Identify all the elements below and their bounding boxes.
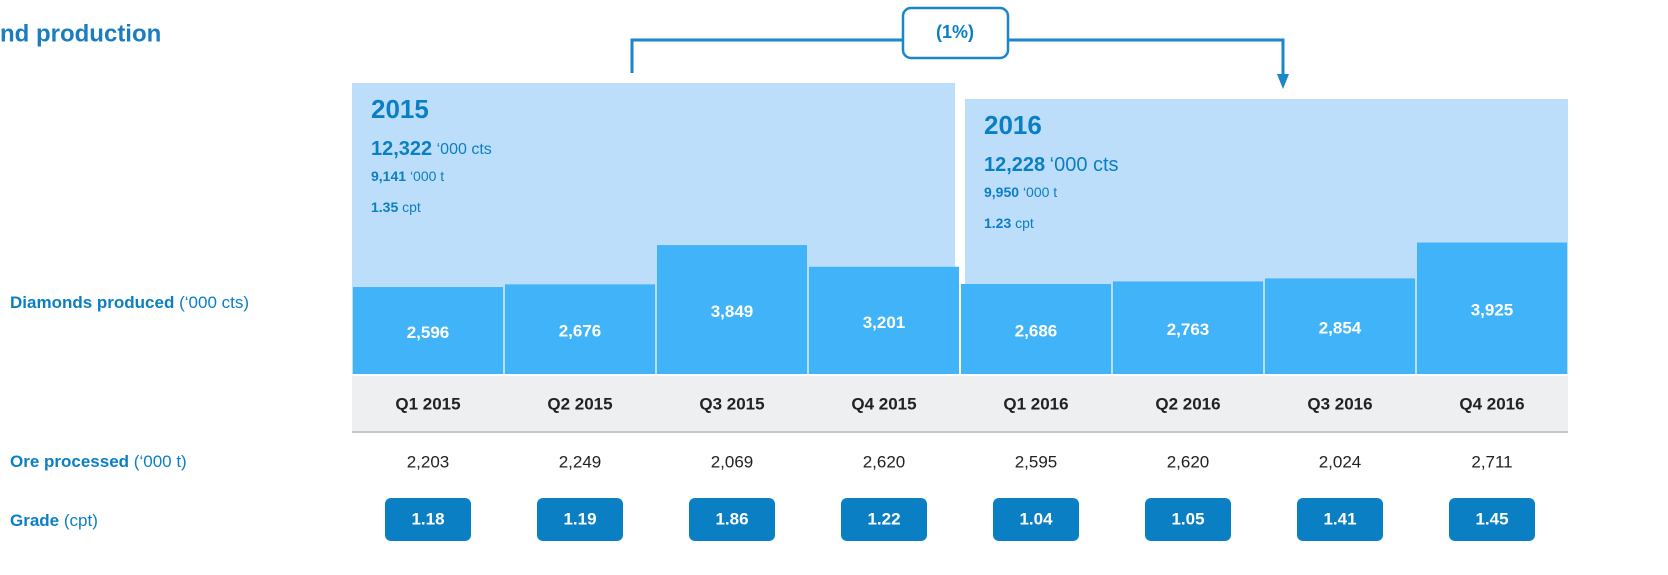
year-carats: 12,228 ‘000 cts	[984, 154, 1119, 176]
category-label: Q1 2015	[395, 394, 460, 413]
bar-label: 2,686	[1015, 321, 1058, 340]
ore-value: 2,024	[1319, 452, 1362, 471]
carats-value: 12,322	[371, 138, 432, 160]
grade-unit: cpt	[402, 199, 421, 215]
grade-value: 1.45	[1475, 509, 1508, 528]
row-unit: (‘000 cts)	[179, 293, 249, 312]
year-grade: 1.35 cpt	[371, 199, 421, 215]
ore-value: 2,203	[407, 452, 450, 471]
category-label: Q3 2016	[1307, 394, 1372, 413]
grade-value: 1.18	[411, 509, 444, 528]
grade-pill	[993, 498, 1079, 541]
change-bracket: (1%)	[630, 6, 1289, 89]
title: nd production	[0, 20, 161, 47]
category-label: Q3 2015	[699, 394, 764, 413]
grade-value: 1.41	[1323, 509, 1356, 528]
arrow-head	[1277, 74, 1289, 89]
row-label: Diamonds produced (‘000 cts)	[10, 293, 249, 312]
carats-value: 12,228	[984, 154, 1045, 176]
ore-value: 2,711	[1471, 452, 1512, 471]
year-label: 2015	[371, 94, 429, 124]
ore-value: 2,620	[863, 452, 906, 471]
bar	[353, 287, 503, 374]
change-label: (1%)	[936, 22, 974, 42]
category-label: Q4 2015	[851, 394, 916, 413]
grade-value: 1.86	[715, 509, 748, 528]
row-unit: (‘000 t)	[134, 452, 187, 471]
grade-unit: cpt	[1015, 215, 1034, 231]
ore-value: 2,249	[559, 452, 602, 471]
year-tonnes: 9,950 ‘000 t	[984, 184, 1057, 200]
grade-value: 1.04	[1019, 509, 1053, 528]
grade-pill	[1145, 498, 1231, 541]
grade-value: 1.23	[984, 215, 1011, 231]
tonnes-value: 9,950	[984, 184, 1019, 200]
grade-value: 1.19	[563, 509, 596, 528]
bar	[505, 284, 655, 374]
ore-value: 2,620	[1167, 452, 1210, 471]
ore-value: 2,069	[711, 452, 754, 471]
bracket-line	[630, 38, 903, 73]
row-name: Diamonds produced	[10, 293, 174, 312]
grade-value: 1.35	[371, 199, 398, 215]
row-label: Grade (cpt)	[10, 511, 98, 530]
bar-label: 2,676	[559, 322, 602, 341]
tonnes-unit: ‘000 t	[410, 168, 444, 184]
bar-label: 3,849	[711, 302, 754, 321]
bar-label: 2,763	[1167, 320, 1210, 339]
category-label: Q2 2015	[547, 394, 612, 413]
bar	[1113, 281, 1263, 374]
bar	[809, 266, 959, 374]
bar-label: 3,925	[1471, 301, 1514, 320]
row-label: Ore processed (‘000 t)	[10, 452, 187, 471]
grade-pill	[385, 498, 471, 541]
year-label: 2016	[984, 110, 1042, 140]
bar	[1265, 278, 1415, 374]
row-name: Ore processed	[10, 452, 129, 471]
bracket-line	[1008, 38, 1285, 80]
bar-label: 2,596	[407, 323, 450, 342]
carats-unit: ‘000 cts	[437, 141, 492, 158]
grade-pill	[1297, 498, 1383, 541]
category-label: Q2 2016	[1155, 394, 1220, 413]
bar	[961, 284, 1111, 374]
grade-value: 1.05	[1171, 509, 1204, 528]
row-unit: (cpt)	[64, 511, 98, 530]
bar	[1417, 242, 1567, 374]
category-label: Q4 2016	[1459, 394, 1524, 413]
grade-pill	[841, 498, 927, 541]
year-carats: 12,322 ‘000 cts	[371, 138, 492, 160]
category-band	[352, 376, 1568, 432]
bar-label: 2,854	[1319, 319, 1362, 338]
tonnes-unit: ‘000 t	[1023, 184, 1057, 200]
grade-pill	[537, 498, 623, 541]
tonnes-value: 9,141	[371, 168, 406, 184]
grade-pill	[689, 498, 775, 541]
ore-value: 2,595	[1015, 452, 1058, 471]
grade-value: 1.22	[867, 509, 900, 528]
change-box	[901, 6, 1010, 60]
bar	[657, 245, 807, 374]
year-grade: 1.23 cpt	[984, 215, 1034, 231]
row-name: Grade	[10, 511, 59, 530]
year-tonnes: 9,141 ‘000 t	[371, 168, 444, 184]
carats-unit: ‘000 cts	[1050, 154, 1119, 176]
bar-label: 3,201	[863, 313, 906, 332]
category-label: Q1 2016	[1003, 394, 1068, 413]
grade-pill	[1449, 498, 1535, 541]
